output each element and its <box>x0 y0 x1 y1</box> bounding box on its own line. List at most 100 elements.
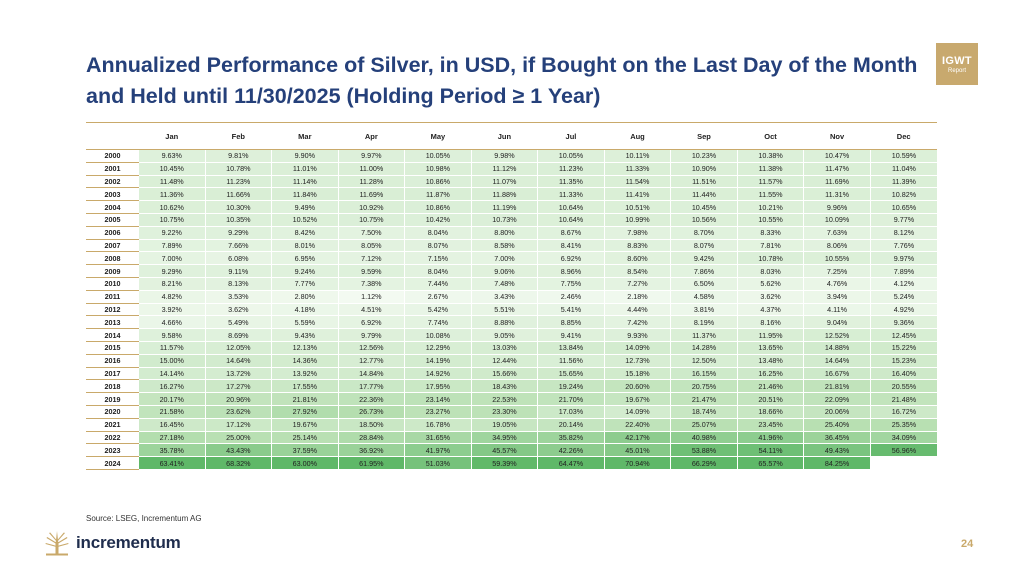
performance-cell: 4.58% <box>670 289 738 304</box>
performance-cell: 11.66% <box>204 187 272 201</box>
performance-cell: 14.92% <box>404 366 472 380</box>
table-row: 2019 20.17% 20.96% 21.81% 22.36% 23.14% 22.53%… <box>86 392 937 406</box>
performance-cell: 3.62% <box>736 289 804 304</box>
performance-cell: 5.42% <box>404 302 472 316</box>
performance-cell: 7.00% <box>138 251 206 265</box>
year-label: 2002 <box>86 174 139 189</box>
performance-cell: 11.87% <box>404 187 472 201</box>
performance-cell: 7.25% <box>803 264 871 278</box>
performance-cell: 3.62% <box>204 302 272 316</box>
performance-cell: 3.43% <box>470 289 538 304</box>
performance-cell: 7.76% <box>869 238 937 252</box>
performance-cell: 7.42% <box>603 315 671 329</box>
badge-subtitle: Report <box>947 68 966 74</box>
performance-cell: 20.06% <box>803 404 871 419</box>
performance-cell: 14.64% <box>803 353 871 368</box>
performance-cell: 20.14% <box>537 417 605 432</box>
performance-cell: 34.95% <box>470 430 538 444</box>
performance-cell: 11.44% <box>670 187 738 201</box>
performance-cell: 9.90% <box>271 149 339 163</box>
table-row: 2020 21.58% 23.62% 27.92% 26.73% 23.27% 23.30%… <box>86 404 937 419</box>
year-label: 2016 <box>86 353 139 368</box>
performance-cell: 4.44% <box>603 302 671 316</box>
performance-cell: 14.14% <box>138 366 206 380</box>
performance-cell: 65.57% <box>736 456 804 470</box>
performance-cell: 10.75% <box>337 212 405 227</box>
year-label: 2011 <box>86 289 139 304</box>
performance-cell: 2.46% <box>537 289 605 304</box>
performance-cell: 21.81% <box>803 379 871 393</box>
performance-cell: 4.76% <box>803 276 871 291</box>
performance-cell: 20.75% <box>670 379 738 393</box>
performance-cell: 4.66% <box>138 315 206 329</box>
performance-cell: 11.51% <box>670 174 738 188</box>
year-label: 2017 <box>86 366 139 381</box>
performance-cell: 7.38% <box>337 276 405 291</box>
year-label: 2003 <box>86 187 139 202</box>
performance-cell: 9.58% <box>138 328 206 342</box>
month-column-header: Nov <box>803 123 871 150</box>
performance-cell: 10.59% <box>869 149 937 163</box>
performance-cell: 12.05% <box>204 340 272 355</box>
performance-cell: 11.57% <box>138 340 206 355</box>
performance-cell: 10.55% <box>803 251 871 265</box>
performance-cell: 7.81% <box>736 238 804 252</box>
incrementum-logo: incrementum <box>44 530 181 556</box>
performance-cell: 8.05% <box>337 238 405 252</box>
month-column-header: Jul <box>537 123 605 150</box>
performance-cell: 68.32% <box>204 456 272 470</box>
year-label: 2023 <box>86 443 139 458</box>
year-label: 2012 <box>86 302 139 317</box>
performance-cell: 11.31% <box>803 187 871 201</box>
performance-cell: 15.66% <box>470 366 538 380</box>
performance-cell: 16.27% <box>138 379 206 393</box>
performance-cell: 13.48% <box>736 353 804 368</box>
performance-cell: 9.06% <box>470 264 538 278</box>
performance-cell <box>869 456 937 470</box>
performance-cell: 23.14% <box>404 392 472 406</box>
performance-cell: 13.65% <box>736 340 804 355</box>
performance-cell: 17.27% <box>204 379 272 393</box>
year-label: 2021 <box>86 417 139 432</box>
year-label: 2004 <box>86 200 139 214</box>
performance-cell: 23.27% <box>404 404 472 419</box>
performance-cell: 18.50% <box>337 417 405 432</box>
performance-cell: 14.09% <box>603 404 671 419</box>
year-label: 2009 <box>86 264 139 278</box>
performance-cell: 9.36% <box>869 315 937 329</box>
performance-cell: 11.55% <box>736 187 804 201</box>
performance-cell: 11.56% <box>537 353 605 368</box>
performance-cell: 23.62% <box>204 404 272 419</box>
performance-cell: 25.35% <box>869 417 937 432</box>
performance-cell: 22.40% <box>603 417 671 432</box>
year-label: 2014 <box>86 328 139 342</box>
badge-title: IGWT <box>942 55 972 67</box>
performance-cell: 22.36% <box>337 392 405 406</box>
performance-cell: 4.11% <box>803 302 871 316</box>
performance-cell: 10.11% <box>603 149 671 163</box>
performance-cell: 10.99% <box>603 212 671 227</box>
performance-cell: 10.05% <box>404 149 472 163</box>
table-row: 2001 10.45% 10.78% 11.01% 11.00% 10.98% 11.12%… <box>86 161 937 176</box>
performance-table: Jan Feb Mar Apr May Jun Jul Aug Sep Oct Nov Dec 200… <box>86 123 937 470</box>
performance-cell: 16.40% <box>869 366 937 380</box>
year-label: 2001 <box>86 161 139 176</box>
performance-cell: 19.67% <box>271 417 339 432</box>
performance-cell: 10.55% <box>736 212 804 227</box>
performance-cell: 11.00% <box>337 161 405 176</box>
table-row: 2024 63.41% 68.32% 63.00% 61.95% 51.03% 59.39%… <box>86 456 937 470</box>
table-body: 2000 9.63% 9.81% 9.90% 9.97% 10.05% 9.98% 10.05… <box>86 149 937 470</box>
performance-cell: 13.84% <box>537 340 605 355</box>
performance-cell: 15.18% <box>603 366 671 380</box>
source-note: Source: LSEG, Incrementum AG <box>86 514 202 523</box>
performance-cell: 11.38% <box>736 161 804 176</box>
performance-cell: 11.12% <box>470 161 538 176</box>
table-row: 2011 4.82% 3.53% 2.80% 1.12% 2.67% 3.43% 2.46% 2… <box>86 289 937 304</box>
performance-cell: 5.41% <box>537 302 605 316</box>
month-column-header: Dec <box>870 123 937 150</box>
performance-cell: 6.08% <box>204 251 272 265</box>
performance-cell: 11.36% <box>138 187 206 201</box>
performance-cell: 10.82% <box>869 187 937 201</box>
performance-cell: 9.81% <box>204 149 272 163</box>
performance-cell: 51.03% <box>404 456 472 470</box>
